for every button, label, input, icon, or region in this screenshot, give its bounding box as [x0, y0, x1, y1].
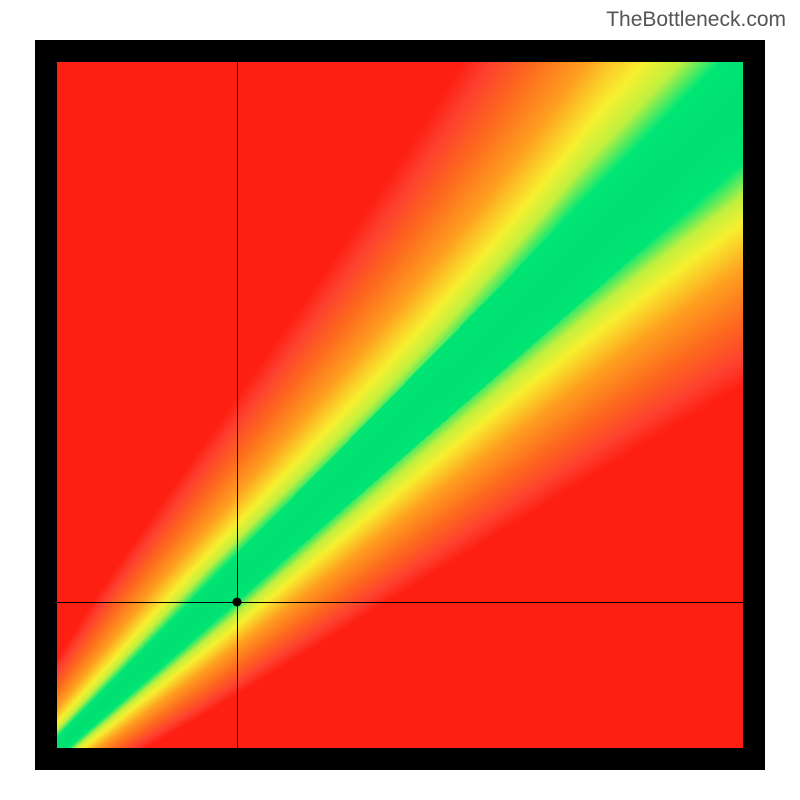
- heatmap-area: [57, 62, 743, 748]
- heatmap-canvas: [57, 62, 743, 748]
- crosshair-marker: [232, 597, 241, 606]
- chart-container: TheBottleneck.com: [0, 0, 800, 800]
- chart-border: [35, 40, 765, 770]
- crosshair-horizontal: [57, 602, 743, 603]
- crosshair-vertical: [237, 62, 238, 748]
- attribution-text: TheBottleneck.com: [606, 8, 786, 32]
